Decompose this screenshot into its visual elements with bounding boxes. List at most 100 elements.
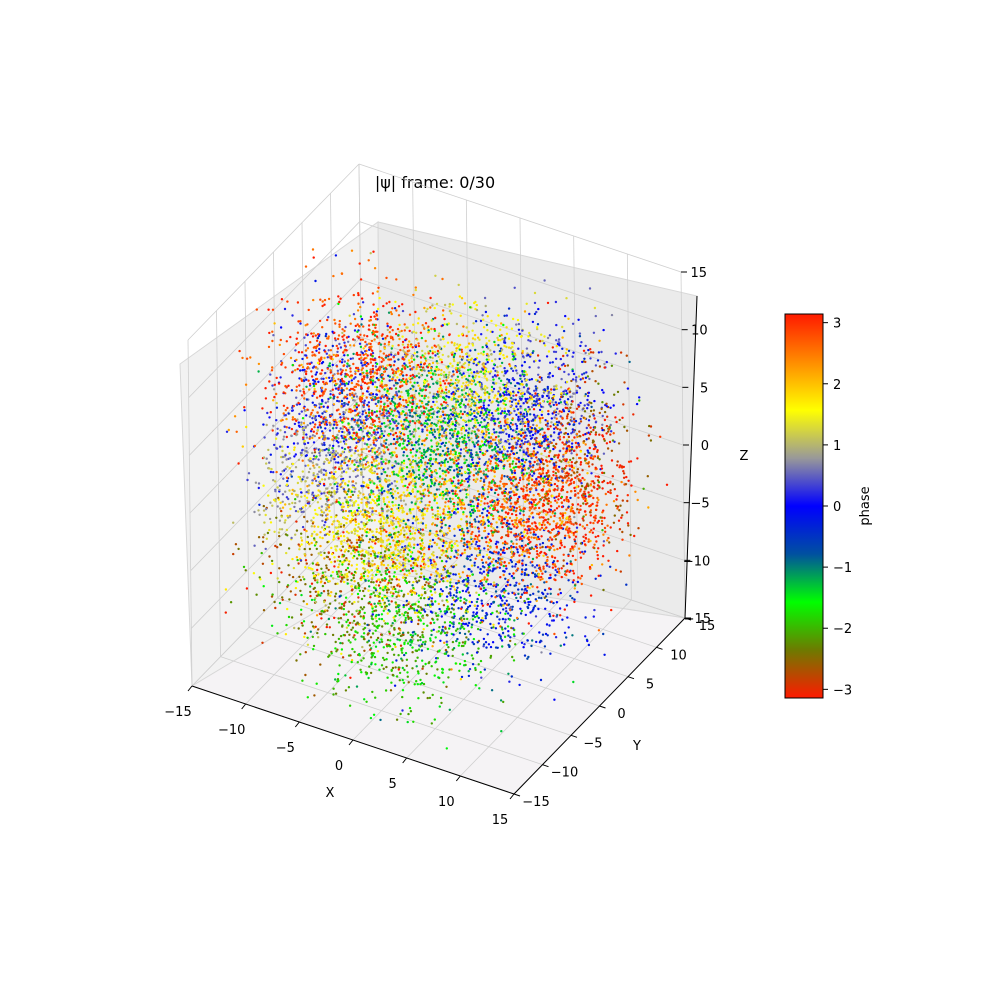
scatter-point (417, 473, 421, 477)
scatter-point (572, 531, 575, 535)
scatter-point (490, 385, 494, 389)
scatter-point (470, 553, 473, 557)
scatter-point (542, 462, 545, 466)
scatter-point (522, 374, 526, 378)
scatter-point (427, 489, 430, 492)
scatter-point (570, 452, 573, 455)
scatter-point (501, 337, 504, 341)
scatter-point (543, 551, 546, 555)
scatter-point (514, 477, 517, 481)
scatter-point (522, 450, 525, 454)
scatter-point (351, 480, 355, 483)
scatter-point (397, 358, 400, 361)
scatter-point (386, 334, 389, 338)
scatter-point (583, 372, 586, 375)
scatter-point (578, 479, 581, 482)
scatter-point (382, 449, 385, 452)
scatter-point (473, 579, 476, 583)
scatter-point (550, 483, 553, 487)
scatter-point (529, 413, 532, 416)
scatter-point (605, 442, 609, 445)
scatter-point (546, 464, 549, 467)
scatter-point (396, 426, 399, 430)
scatter-point (555, 601, 559, 604)
scatter-point (506, 493, 510, 496)
scatter-point (370, 339, 374, 343)
scatter-point (572, 411, 575, 414)
scatter-point (424, 524, 428, 527)
scatter-point (439, 588, 443, 591)
scatter-point (327, 397, 330, 401)
scatter-point (374, 381, 377, 384)
scatter-point (508, 442, 511, 446)
scatter-point (577, 496, 580, 499)
scatter-point (601, 388, 604, 392)
scatter-point (576, 475, 579, 478)
scatter-point (555, 495, 558, 499)
scatter-point (425, 310, 428, 313)
scatter-point (359, 278, 363, 281)
scatter-point (532, 498, 535, 502)
scatter-point (581, 377, 585, 380)
scatter-point (499, 480, 502, 483)
grid-floor-y-6 (362, 509, 686, 619)
scatter-point (522, 478, 525, 481)
scatter-point (456, 363, 459, 367)
scatter-point (487, 370, 490, 374)
scatter-point (563, 370, 566, 374)
scatter-point (540, 413, 543, 417)
scatter-point (498, 357, 501, 361)
scatter-point (475, 477, 478, 480)
scatter-point (547, 412, 550, 416)
scatter-point (498, 618, 501, 621)
scatter-point (567, 317, 570, 320)
scatter-point (621, 499, 624, 502)
scatter-point (396, 327, 400, 331)
scatter-point (327, 297, 331, 301)
scatter-point (524, 563, 528, 567)
scatter-point (336, 433, 339, 437)
scatter-point (547, 497, 550, 500)
scatter-point (618, 509, 621, 512)
scatter-point (350, 379, 353, 382)
scatter-point (395, 420, 398, 423)
scatter-point (511, 565, 514, 568)
scatter-point (557, 412, 560, 415)
scatter-point (532, 531, 536, 534)
scatter-point (471, 396, 474, 399)
scatter-point (531, 511, 534, 514)
scatter-point (328, 376, 331, 379)
scatter-point (552, 544, 555, 548)
scatter-point (415, 331, 418, 334)
scatter-point (469, 388, 472, 391)
scatter-point (493, 448, 496, 451)
scatter-point (541, 572, 544, 575)
scatter-point (347, 380, 351, 383)
scatter-point (569, 547, 572, 551)
scatter-point (548, 612, 551, 616)
scatter-point (553, 455, 556, 458)
scatter-point (509, 583, 512, 587)
scatter-point (561, 479, 564, 482)
scatter-point (597, 351, 601, 354)
scatter-point (488, 392, 491, 396)
scatter-point (312, 414, 315, 418)
scatter-point (352, 377, 356, 380)
scatter-point (314, 279, 317, 283)
scatter-point (460, 466, 463, 469)
scatter-point (408, 329, 411, 333)
scatter-point (499, 637, 502, 640)
scatter-point (573, 489, 577, 493)
scatter-point (522, 490, 525, 493)
scatter-point (459, 533, 463, 536)
scatter-point (576, 590, 579, 594)
scatter-point (395, 278, 398, 281)
scatter-point (560, 392, 563, 395)
scatter-point (548, 587, 551, 590)
scatter-point (527, 335, 530, 338)
scatter-point (520, 428, 524, 431)
scatter-point (334, 450, 338, 453)
scatter-point (628, 554, 631, 557)
scatter-point (525, 384, 528, 387)
scatter-point (431, 508, 434, 511)
